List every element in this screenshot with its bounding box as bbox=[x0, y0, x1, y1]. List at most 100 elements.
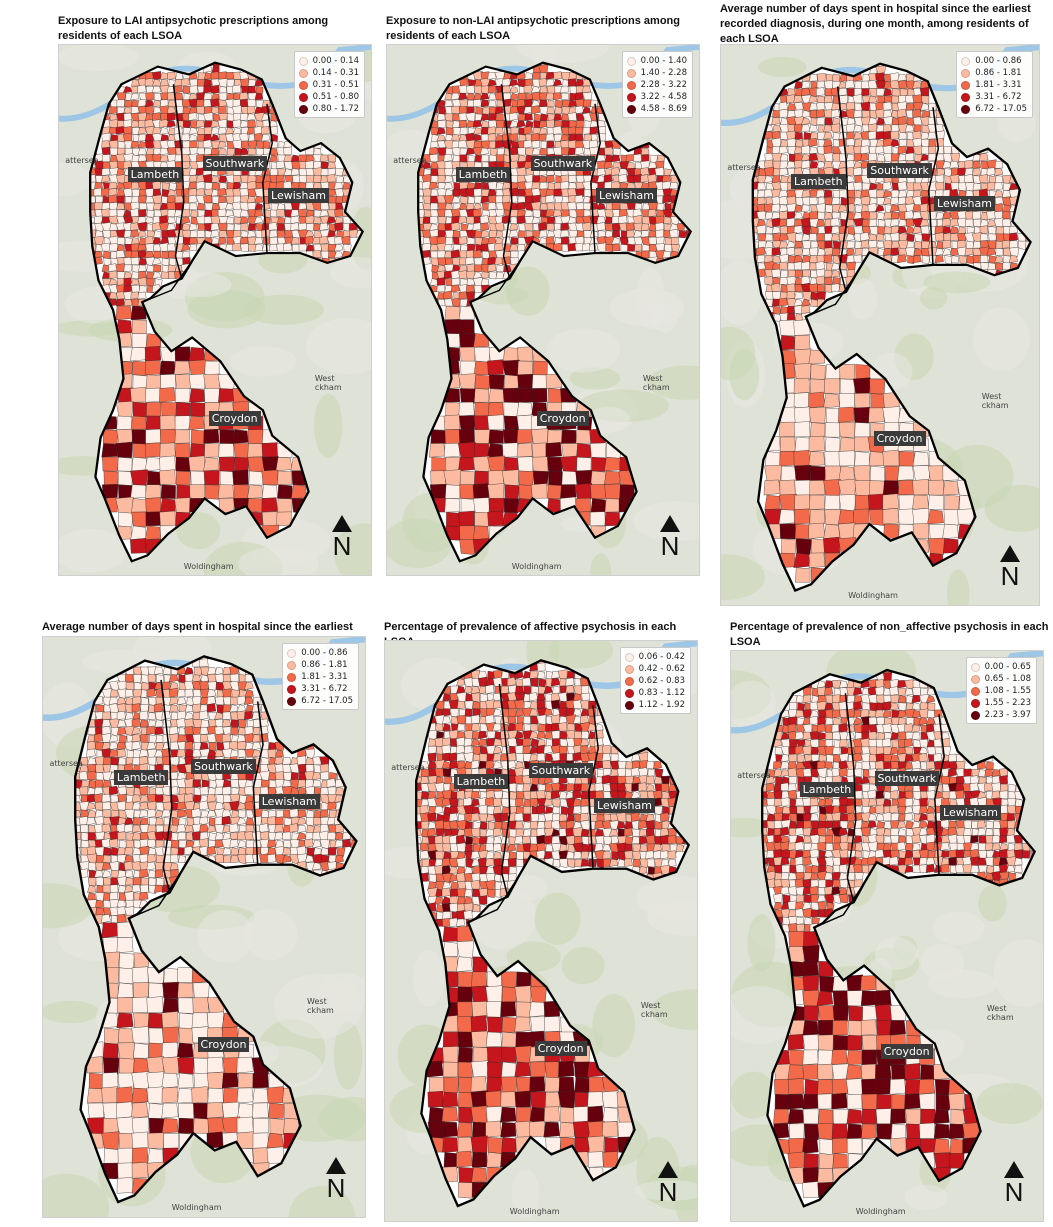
lsoa-area bbox=[420, 783, 430, 792]
map-frame[interactable]: Poplar attersea West ckham Woldingham La… bbox=[384, 640, 698, 1222]
lsoa-area bbox=[934, 232, 944, 242]
lsoa-area bbox=[146, 688, 156, 698]
lsoa-area bbox=[786, 138, 796, 147]
lsoa-area bbox=[145, 92, 154, 101]
map-frame[interactable]: Poplar attersea West ckham Woldingham La… bbox=[720, 44, 1040, 606]
lsoa-area bbox=[214, 786, 224, 796]
lsoa-area bbox=[311, 862, 322, 871]
lsoa-area bbox=[474, 182, 483, 190]
lsoa-area bbox=[794, 523, 811, 539]
lsoa-area bbox=[611, 202, 621, 211]
lsoa-area bbox=[1008, 255, 1019, 263]
map-frame[interactable]: Poplar attersea West ckham Woldingham La… bbox=[386, 44, 700, 576]
lsoa-area bbox=[561, 236, 570, 245]
lsoa-area bbox=[247, 147, 256, 156]
lsoa-area bbox=[229, 839, 239, 848]
lsoa-area bbox=[124, 869, 134, 878]
lsoa-area bbox=[183, 127, 192, 136]
lsoa-area bbox=[860, 130, 871, 141]
lsoa-area bbox=[124, 854, 134, 863]
lsoa-area bbox=[229, 823, 239, 833]
lsoa-area bbox=[203, 147, 213, 156]
lsoa-area bbox=[118, 511, 134, 528]
lsoa-area bbox=[131, 79, 140, 87]
lsoa-area bbox=[184, 718, 194, 728]
lsoa-area bbox=[221, 1101, 240, 1119]
lsoa-area bbox=[206, 794, 217, 803]
lsoa-area bbox=[296, 755, 307, 766]
lsoa-area bbox=[452, 230, 461, 239]
lsoa-area bbox=[816, 87, 826, 97]
lsoa-area bbox=[334, 216, 344, 224]
lsoa-area bbox=[319, 830, 329, 841]
north-label: N bbox=[332, 531, 352, 561]
lsoa-area bbox=[169, 726, 179, 735]
lsoa-area bbox=[539, 147, 548, 156]
lsoa-area bbox=[427, 752, 437, 762]
lsoa-area bbox=[188, 181, 198, 190]
map-frame[interactable]: Poplar attersea West ckham Woldingham La… bbox=[58, 44, 372, 576]
lsoa-area bbox=[130, 141, 140, 149]
lsoa-area bbox=[152, 180, 162, 190]
lsoa-area bbox=[167, 264, 176, 272]
lsoa-area bbox=[319, 763, 329, 773]
legend-entry: 0.31 - 0.51 bbox=[298, 79, 359, 91]
lsoa-area bbox=[942, 538, 959, 554]
lsoa-area bbox=[222, 733, 232, 743]
lsoa-area bbox=[876, 117, 885, 126]
lsoa-area bbox=[233, 230, 242, 238]
lsoa-area bbox=[565, 783, 575, 792]
lsoa-area bbox=[471, 692, 481, 702]
legend-label: 1.40 - 2.28 bbox=[640, 68, 687, 78]
lsoa-area bbox=[517, 230, 526, 238]
lsoa-area bbox=[148, 982, 164, 999]
lsoa-area bbox=[233, 113, 242, 122]
lsoa-area bbox=[489, 374, 505, 390]
lsoa-area bbox=[87, 884, 96, 893]
lsoa-area bbox=[853, 508, 870, 525]
lsoa-area bbox=[935, 181, 944, 191]
lsoa-area bbox=[188, 223, 198, 231]
lsoa-area bbox=[116, 876, 127, 886]
lsoa-area bbox=[215, 794, 225, 805]
lsoa-area bbox=[487, 359, 504, 375]
label-lambeth: Lambeth bbox=[113, 770, 169, 786]
lsoa-area bbox=[276, 202, 285, 211]
lsoa-area bbox=[159, 360, 176, 375]
lsoa-area bbox=[239, 78, 250, 87]
lsoa-area bbox=[116, 106, 125, 114]
lsoa-area bbox=[545, 236, 555, 245]
lsoa-area bbox=[146, 1086, 164, 1104]
lsoa-area bbox=[964, 159, 974, 169]
lsoa-area bbox=[239, 120, 249, 128]
north-arrow-icon: N bbox=[995, 545, 1025, 591]
lsoa-area bbox=[489, 230, 497, 238]
map-frame[interactable]: Poplar attersea West ckham Woldingham La… bbox=[42, 636, 366, 1218]
lsoa-area bbox=[312, 779, 322, 788]
lsoa-area bbox=[779, 291, 788, 300]
lsoa-area bbox=[517, 456, 534, 472]
lsoa-area bbox=[1002, 240, 1011, 249]
lsoa-area bbox=[174, 195, 183, 204]
terrain-patch bbox=[333, 1021, 363, 1090]
lsoa-area bbox=[973, 218, 982, 227]
lsoa-area bbox=[266, 1146, 284, 1164]
lsoa-area bbox=[95, 862, 105, 872]
lsoa-area bbox=[236, 1116, 254, 1134]
lsoa-area bbox=[118, 967, 135, 984]
legend-label: 0.86 - 1.81 bbox=[975, 68, 1022, 78]
lsoa-area bbox=[912, 108, 922, 118]
lsoa-area bbox=[973, 175, 982, 184]
lsoa-area bbox=[487, 133, 497, 142]
lsoa-area bbox=[780, 269, 788, 278]
lsoa-area bbox=[897, 145, 907, 155]
lsoa-area bbox=[276, 511, 293, 527]
lsoa-area bbox=[810, 378, 826, 394]
lsoa-area bbox=[276, 470, 293, 485]
lsoa-area bbox=[800, 117, 811, 126]
lsoa-area bbox=[516, 201, 526, 211]
lsoa-area bbox=[459, 346, 476, 363]
lsoa-area bbox=[298, 175, 308, 183]
lsoa-area bbox=[995, 262, 1004, 271]
lsoa-area bbox=[103, 250, 111, 259]
